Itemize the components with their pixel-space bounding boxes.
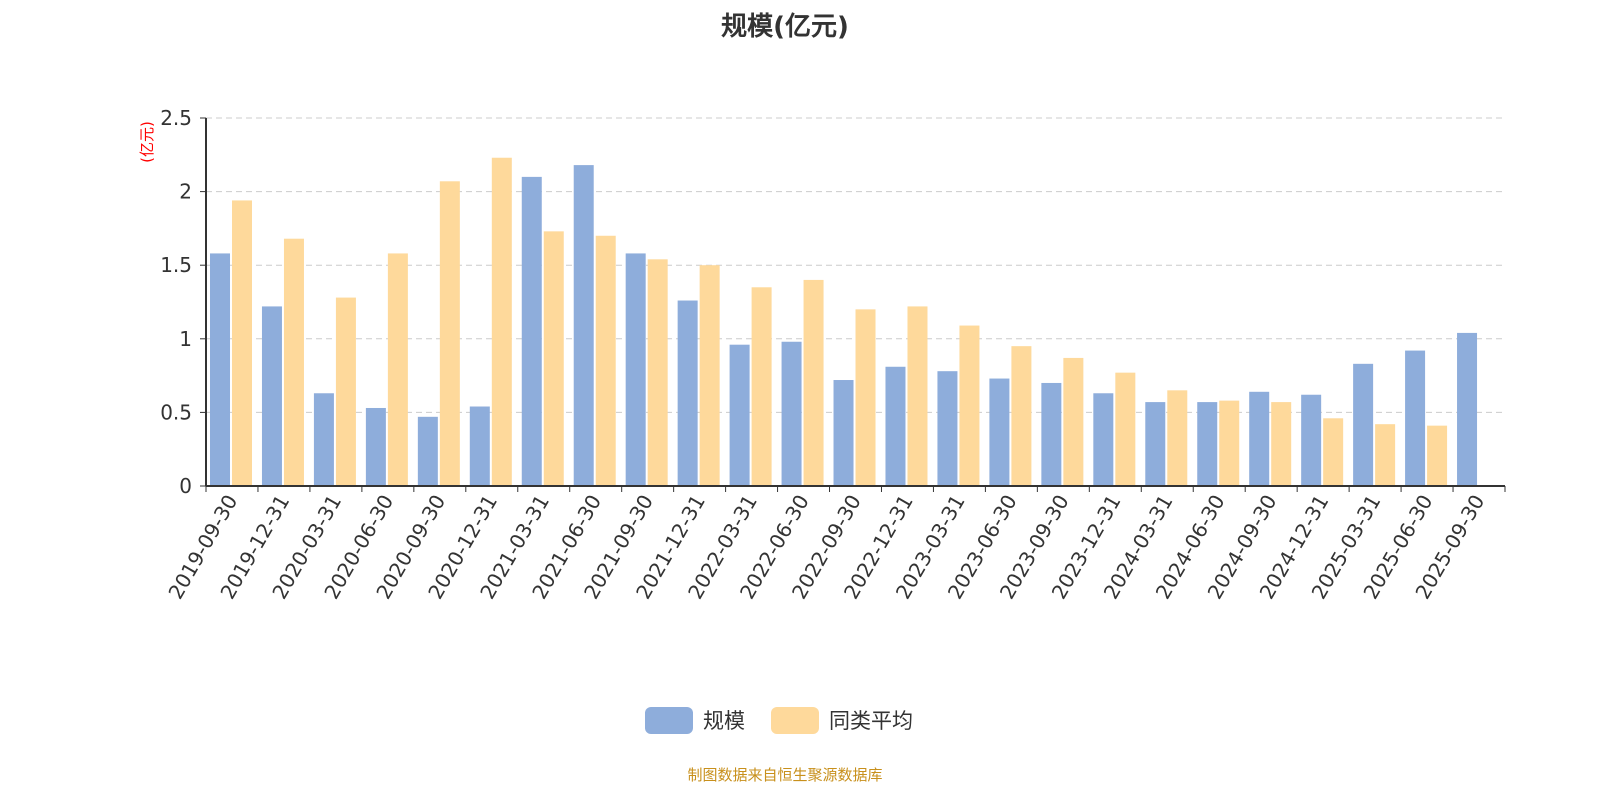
- bar-peer-average: [1271, 402, 1292, 486]
- bar-scale: [1249, 391, 1270, 486]
- bar-scale: [521, 176, 542, 486]
- bar-peer-average: [907, 306, 928, 486]
- source-note: 制图数据来自恒生聚源数据库: [687, 766, 883, 784]
- bar-peer-average: [855, 309, 876, 486]
- bar-scale: [677, 300, 698, 486]
- bar-scale: [1353, 363, 1374, 486]
- bar-peer-average: [595, 235, 616, 486]
- bar-peer-average: [543, 231, 564, 486]
- bar-peer-average: [751, 287, 772, 486]
- bar-peer-average: [1323, 418, 1344, 486]
- bar-peer-average: [232, 200, 252, 486]
- bar-scale: [1093, 393, 1114, 486]
- bar-scale: [1301, 394, 1322, 486]
- legend-swatch: [771, 707, 819, 734]
- y-tick-label: 1: [179, 327, 192, 351]
- bar-scale: [885, 366, 906, 486]
- bar-peer-average: [387, 253, 408, 486]
- bar-peer-average: [283, 238, 304, 486]
- bar-peer-average: [699, 265, 720, 486]
- y-tick-label: 1.5: [160, 253, 192, 277]
- bar-peer-average: [1115, 372, 1136, 486]
- bar-peer-average: [439, 181, 460, 486]
- bar-peer-average: [1427, 425, 1448, 486]
- bar-peer-average: [1219, 400, 1240, 486]
- bar-scale: [1457, 332, 1478, 486]
- chart-title: 规模(亿元): [721, 12, 849, 42]
- bar-peer-average: [803, 279, 824, 486]
- bar-scale: [417, 416, 438, 486]
- bar-scale: [1145, 402, 1166, 486]
- bar-peer-average: [335, 297, 356, 486]
- bar-peer-average: [959, 325, 980, 486]
- legend-label: 同类平均: [829, 709, 913, 733]
- y-tick-label: 2.5: [160, 106, 192, 130]
- bar-peer-average: [647, 259, 668, 486]
- bar-scale: [210, 253, 230, 486]
- legend-swatch: [645, 707, 693, 734]
- bar-scale: [781, 341, 802, 486]
- bar-scale: [989, 378, 1010, 486]
- bar-scale: [313, 393, 334, 486]
- bar-scale: [937, 371, 958, 486]
- y-tick-label: 0: [179, 474, 192, 498]
- bar-scale: [833, 380, 854, 486]
- legend-label: 规模: [703, 709, 745, 733]
- bar-scale: [573, 165, 594, 486]
- bar-scale: [729, 344, 750, 486]
- y-tick-label: 2: [179, 180, 192, 204]
- bar-scale: [1405, 350, 1426, 486]
- bar-scale: [365, 407, 386, 486]
- y-tick-label: 0.5: [160, 400, 192, 424]
- bar-scale: [1041, 382, 1062, 486]
- bar-peer-average: [1167, 390, 1188, 486]
- bar-scale: [261, 306, 282, 486]
- bar-peer-average: [491, 157, 512, 486]
- bar-scale: [1197, 402, 1218, 486]
- bar-peer-average: [1063, 357, 1084, 486]
- y-axis-label: (亿元): [138, 121, 156, 163]
- bar-peer-average: [1375, 424, 1396, 486]
- bar-scale: [469, 406, 490, 486]
- bar-scale: [625, 253, 646, 486]
- bar-peer-average: [1011, 346, 1032, 486]
